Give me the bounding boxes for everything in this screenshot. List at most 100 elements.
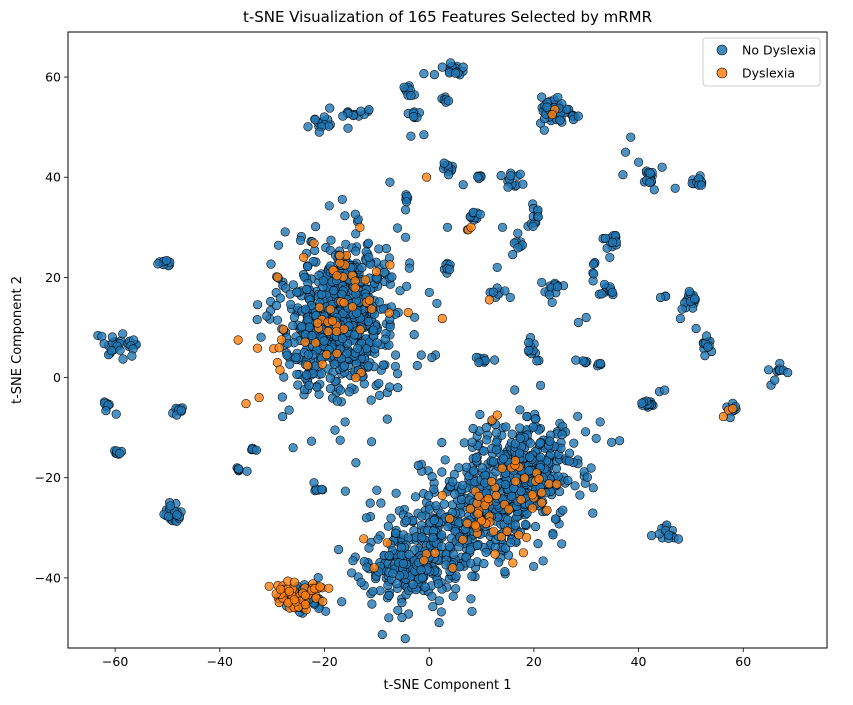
- no-dyslexia-point: [293, 380, 303, 390]
- no-dyslexia-point: [670, 183, 680, 193]
- no-dyslexia-point: [384, 590, 394, 601]
- dyslexia-point: [299, 252, 309, 262]
- points-layer: [93, 58, 793, 644]
- no-dyslexia-point: [285, 359, 295, 369]
- no-dyslexia-point: [338, 334, 348, 344]
- no-dyslexia-point: [508, 250, 518, 260]
- dyslexia-point: [312, 318, 323, 328]
- no-dyslexia-point: [393, 369, 403, 379]
- no-dyslexia-point: [433, 579, 443, 589]
- no-dyslexia-point: [350, 209, 360, 219]
- dyslexia-point: [351, 373, 361, 383]
- no-dyslexia-point: [324, 201, 334, 211]
- no-dyslexia-point: [429, 484, 439, 494]
- no-dyslexia-point: [391, 488, 401, 498]
- no-dyslexia-point: [334, 544, 344, 555]
- no-dyslexia-point: [256, 332, 266, 342]
- no-dyslexia-point: [542, 102, 552, 112]
- no-dyslexia-point: [655, 292, 666, 303]
- no-dyslexia-point: [262, 311, 272, 321]
- no-dyslexia-point: [311, 222, 321, 232]
- no-dyslexia-point: [272, 315, 282, 325]
- no-dyslexia-point: [419, 130, 429, 140]
- plot-frame: [67, 31, 828, 649]
- no-dyslexia-point: [448, 591, 458, 601]
- dyslexia-point: [508, 558, 518, 568]
- no-dyslexia-point: [330, 425, 340, 435]
- no-dyslexia-point: [515, 169, 525, 179]
- no-dyslexia-point: [581, 427, 591, 437]
- no-dyslexia-point: [376, 498, 386, 508]
- dyslexia-point: [465, 504, 475, 514]
- dyslexia-point: [300, 600, 310, 610]
- no-dyslexia-point: [503, 182, 513, 192]
- no-dyslexia-point: [266, 259, 276, 269]
- no-dyslexia-point: [364, 543, 374, 553]
- no-dyslexia-point: [664, 530, 674, 540]
- no-dyslexia-point: [514, 448, 525, 458]
- no-dyslexia-point: [547, 297, 557, 307]
- no-dyslexia-point: [474, 357, 484, 368]
- no-dyslexia-point: [234, 464, 244, 474]
- x-tick-label: 0: [425, 654, 433, 669]
- no-dyslexia-point: [702, 331, 712, 341]
- dyslexia-point: [462, 518, 472, 528]
- no-dyslexia-point: [490, 355, 500, 365]
- dyslexia-point: [278, 324, 288, 334]
- no-dyslexia-point: [348, 556, 358, 566]
- x-tick-label: 20: [526, 654, 542, 669]
- dyslexia-point: [491, 490, 501, 501]
- no-dyslexia-point: [626, 132, 636, 142]
- no-dyslexia-point: [349, 330, 360, 340]
- dyslexia-point: [728, 404, 738, 414]
- no-dyslexia-point: [500, 567, 510, 577]
- no-dyslexia-point: [385, 382, 395, 392]
- no-dyslexia-point: [515, 433, 525, 443]
- no-dyslexia-point: [573, 317, 583, 328]
- dyslexia-point: [483, 494, 493, 504]
- no-dyslexia-point: [529, 561, 539, 571]
- no-dyslexia-point: [373, 534, 383, 544]
- no-dyslexia-point: [303, 261, 313, 272]
- dyslexia-point: [473, 509, 483, 519]
- no-dyslexia-point: [406, 91, 416, 101]
- no-dyslexia-point: [115, 345, 125, 355]
- no-dyslexia-point: [153, 259, 163, 269]
- no-dyslexia-point: [459, 438, 469, 448]
- no-dyslexia-point: [607, 437, 617, 447]
- no-dyslexia-point: [353, 343, 363, 353]
- no-dyslexia-point: [481, 423, 491, 433]
- no-dyslexia-point: [573, 411, 583, 421]
- x-tick-label: 40: [631, 654, 647, 669]
- dyslexia-point: [300, 590, 311, 600]
- no-dyslexia-point: [365, 498, 375, 508]
- no-dyslexia-point: [429, 515, 439, 525]
- dyslexia-point: [332, 271, 342, 281]
- no-dyslexia-point: [497, 222, 508, 232]
- dyslexia-point: [318, 596, 328, 607]
- no-dyslexia-point: [535, 438, 545, 448]
- no-dyslexia-point: [396, 543, 406, 553]
- dyslexia-point: [371, 267, 382, 277]
- no-dyslexia-point: [552, 282, 562, 292]
- no-dyslexia-point: [503, 515, 513, 525]
- dyslexia-point: [323, 326, 333, 337]
- no-dyslexia-point: [412, 360, 422, 371]
- no-dyslexia-point: [434, 618, 444, 628]
- legend-label-dyslexia: Dyslexia: [742, 66, 795, 81]
- no-dyslexia-point: [507, 491, 517, 501]
- no-dyslexia-point: [458, 480, 468, 490]
- no-dyslexia-point: [442, 222, 453, 232]
- no-dyslexia-point: [127, 351, 137, 361]
- no-dyslexia-point: [431, 501, 441, 511]
- no-dyslexia-point: [465, 545, 475, 555]
- dyslexia-point: [254, 393, 264, 403]
- no-dyslexia-point: [700, 351, 710, 361]
- no-dyslexia-point: [416, 565, 426, 575]
- dyslexia-point: [385, 260, 395, 270]
- dyslexia-point: [511, 476, 521, 486]
- no-dyslexia-point: [162, 255, 172, 265]
- no-dyslexia-point: [436, 607, 446, 617]
- no-dyslexia-point: [458, 180, 468, 190]
- no-dyslexia-point: [424, 287, 434, 297]
